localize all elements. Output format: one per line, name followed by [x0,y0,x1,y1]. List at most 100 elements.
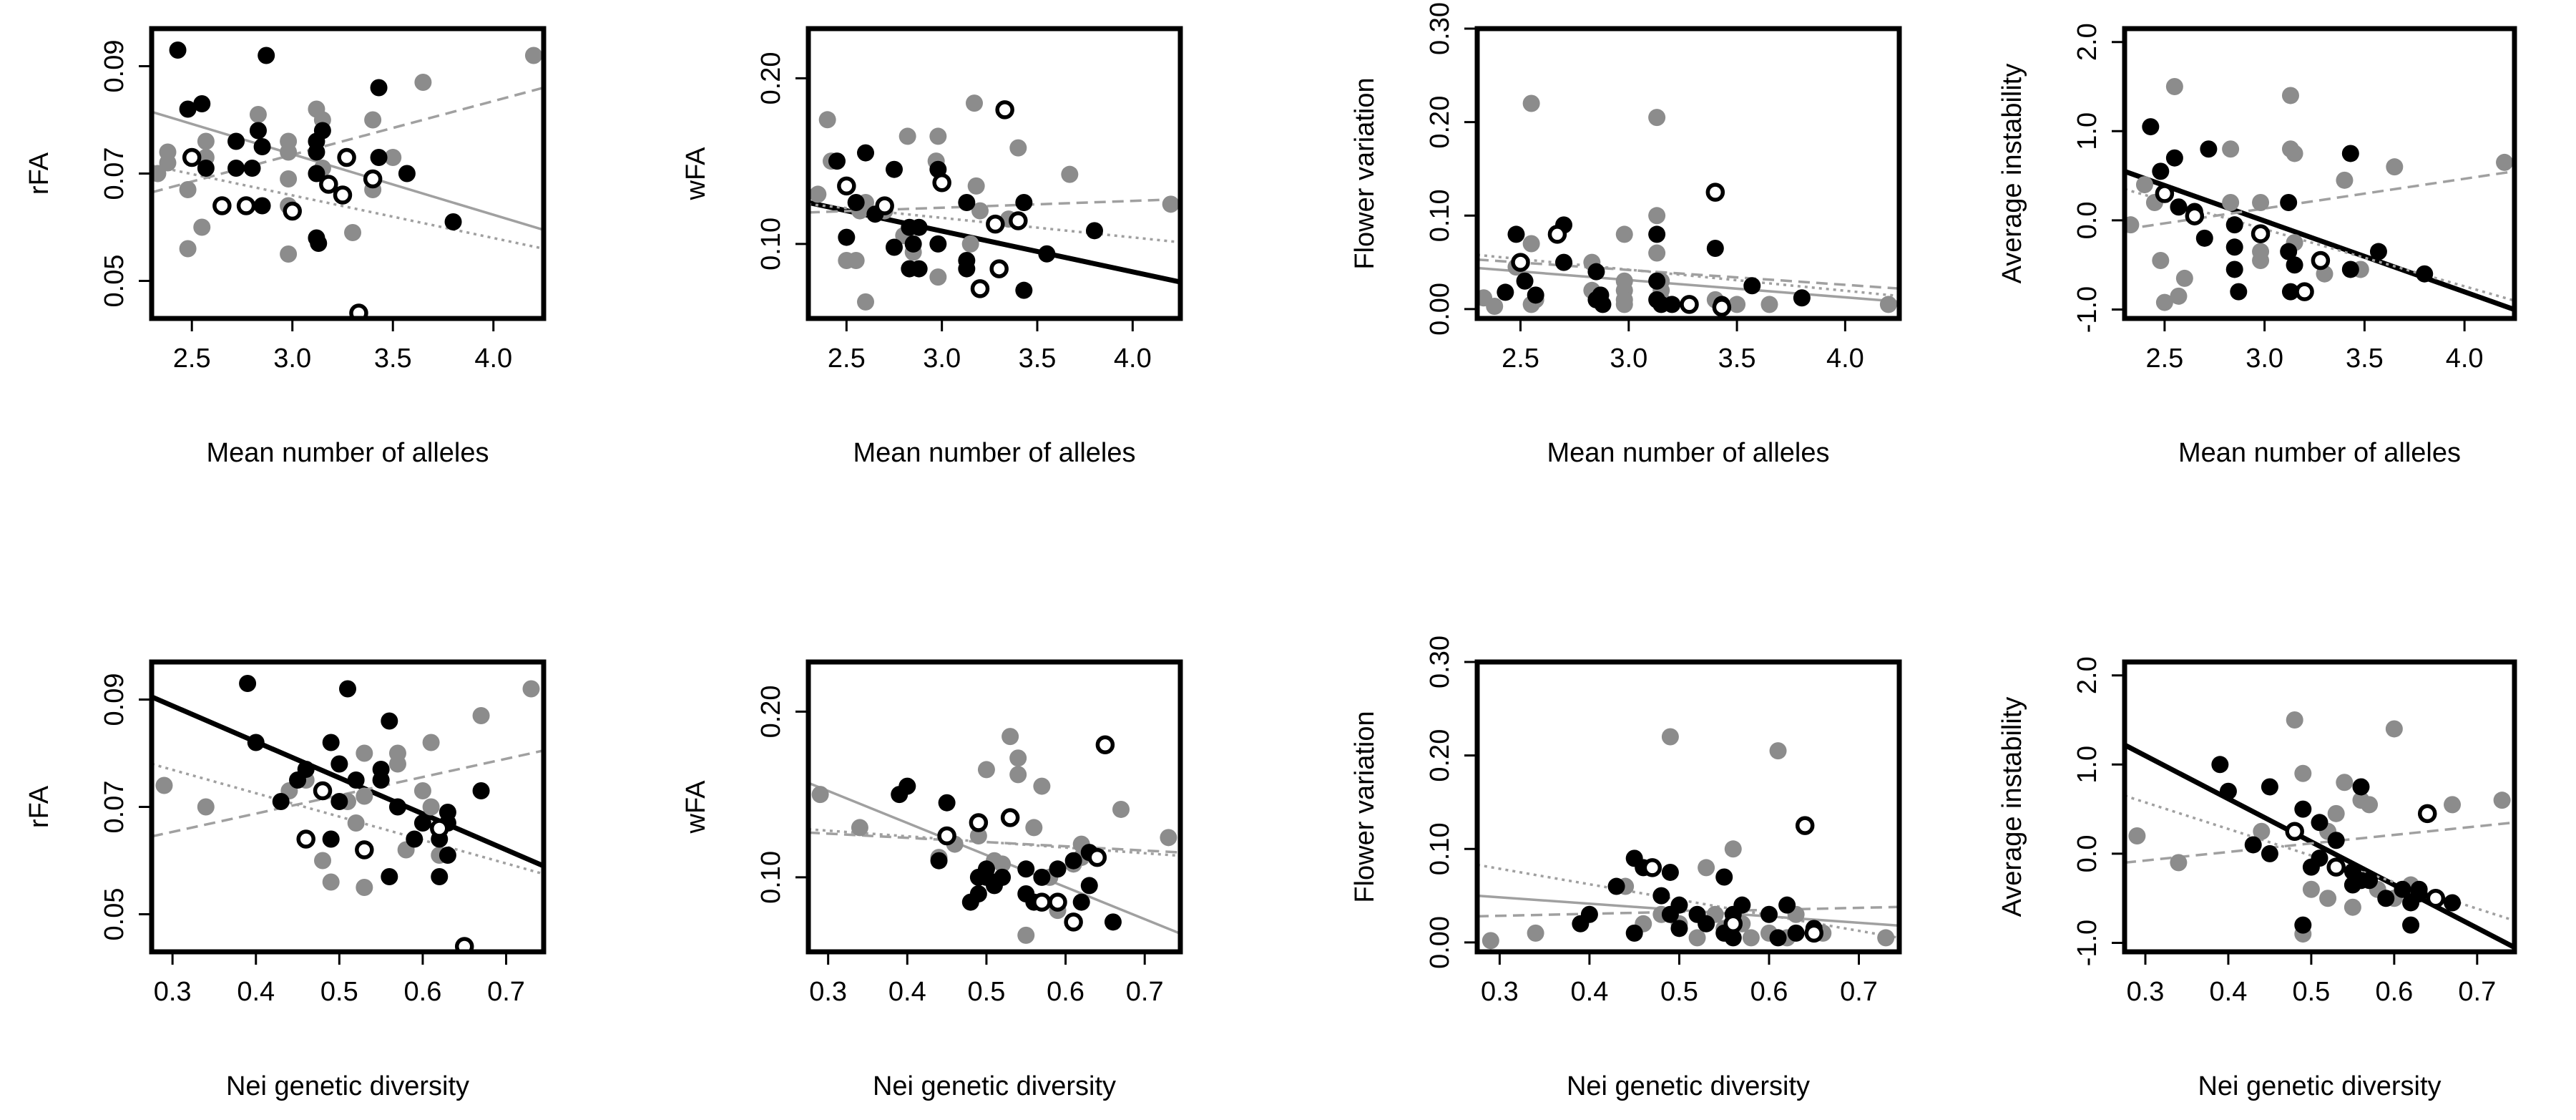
y-axis-label: wFA [681,780,711,834]
data-point-grey [2386,158,2404,176]
data-point-grey [356,787,373,805]
data-point-black [1104,913,1122,931]
data-point-black [2142,118,2160,136]
data-point-grey [994,855,1012,873]
data-point-grey [2175,269,2193,287]
data-point-black [938,794,956,812]
data-point-black [930,852,948,870]
data-point-grey [413,782,431,799]
x-tick-label: 0.6 [2375,977,2413,1007]
data-point-black [197,160,215,177]
data-point-open [313,781,333,801]
data-point-open [1795,816,1815,835]
data-point-open [182,147,202,167]
y-tick-label: 0.10 [756,851,786,904]
data-point-black [2261,778,2278,796]
data-point-black [886,238,903,256]
data-point-grey [2165,78,2183,95]
data-point-grey [2128,827,2146,844]
data-point-open [296,829,315,849]
data-point-black [2410,880,2428,898]
x-tick-label: 0.6 [404,977,442,1007]
data-point-grey [2253,822,2271,840]
data-point-grey [322,873,340,891]
x-tick-label: 4.0 [474,344,512,374]
data-point-open [355,840,374,860]
data-point-black [1033,868,1051,886]
data-point-black [179,100,197,118]
y-axis-label: Average instability [1997,64,2027,284]
data-point-open [969,813,989,832]
data-point-grey [2385,720,2403,738]
y-axis-label: rFA [24,785,54,828]
data-point-grey [2170,287,2188,305]
x-tick-label: 4.0 [1114,344,1152,374]
data-point-black [439,804,456,821]
panel-p3: 2.5 3.0 3.5 4.0 0.00 0.10 0.20 0.30 Mean number … [1350,2,1902,468]
data-point-black [1607,877,1625,895]
data-point-black [169,42,187,59]
data-point-black [1038,245,1056,263]
data-point-grey [1661,728,1679,746]
data-point-open [1087,847,1107,867]
data-point-grey [356,879,373,896]
data-point-black [1698,915,1715,932]
data-point-open [2426,888,2446,908]
data-point-grey [384,149,402,166]
data-point-grey [2336,774,2354,792]
data-point-grey [967,177,985,195]
plot-frame [2122,659,2517,955]
x-tick-label: 2.5 [1502,344,1539,374]
data-point-grey [2281,87,2299,104]
data-point-open [349,303,368,318]
data-point-black [958,260,976,278]
data-point-black [381,868,398,885]
x-tick-label: 3.5 [1019,344,1057,374]
x-tick-label: 3.5 [2346,344,2384,374]
x-tick-label: 0.4 [2210,977,2248,1007]
y-tick-label: 2.0 [2072,656,2102,694]
data-point-grey [857,293,874,311]
data-point-black [330,755,348,773]
data-point-grey [1724,840,1742,858]
fit-line-grey-dashed [152,86,544,194]
data-point-black [2416,265,2434,283]
x-tick-label: 0.6 [1750,977,1788,1007]
y-tick-label: 0.0 [2072,835,2102,873]
y-tick-label: 0.05 [99,255,129,308]
data-point-black [272,793,290,810]
data-point-grey [179,181,197,198]
data-point-grey [2286,711,2303,729]
data-point-black [444,213,462,230]
data-point-black [2341,145,2359,162]
data-point-black [227,160,245,177]
fit-line-grey-solid [1477,894,1899,927]
data-point-black [372,761,390,778]
data-point-open [1547,225,1567,244]
y-tick-label: -1.0 [2072,286,2102,333]
x-axis-label: Mean number of alleles [1547,438,1830,468]
y-tick-label: 0.05 [99,888,129,941]
data-point-grey [1061,165,1079,183]
data-point-grey [2222,140,2240,158]
x-tick-label: 0.3 [809,977,847,1007]
y-tick-label: 0.0 [2072,202,2102,240]
fit-line-grey-dotted [2125,188,2514,302]
y-axis-label: rFA [24,152,54,195]
x-tick-label: 0.4 [888,977,926,1007]
data-point-grey [1112,800,1130,818]
plot-frame [1474,659,1902,955]
x-tick-label: 2.5 [828,344,866,374]
data-point-grey [1160,829,1177,847]
data-point-black [2294,916,2312,934]
data-point-black [313,122,331,140]
data-point-grey [1486,298,1504,316]
data-point-black [370,149,388,166]
x-tick-label: 0.6 [1047,977,1084,1007]
data-point-grey [280,170,298,188]
data-point-grey [1033,777,1051,795]
data-point-open [1642,858,1662,877]
data-point-grey [2319,890,2337,907]
data-point-open [2251,224,2271,243]
data-point-grey [179,240,197,258]
